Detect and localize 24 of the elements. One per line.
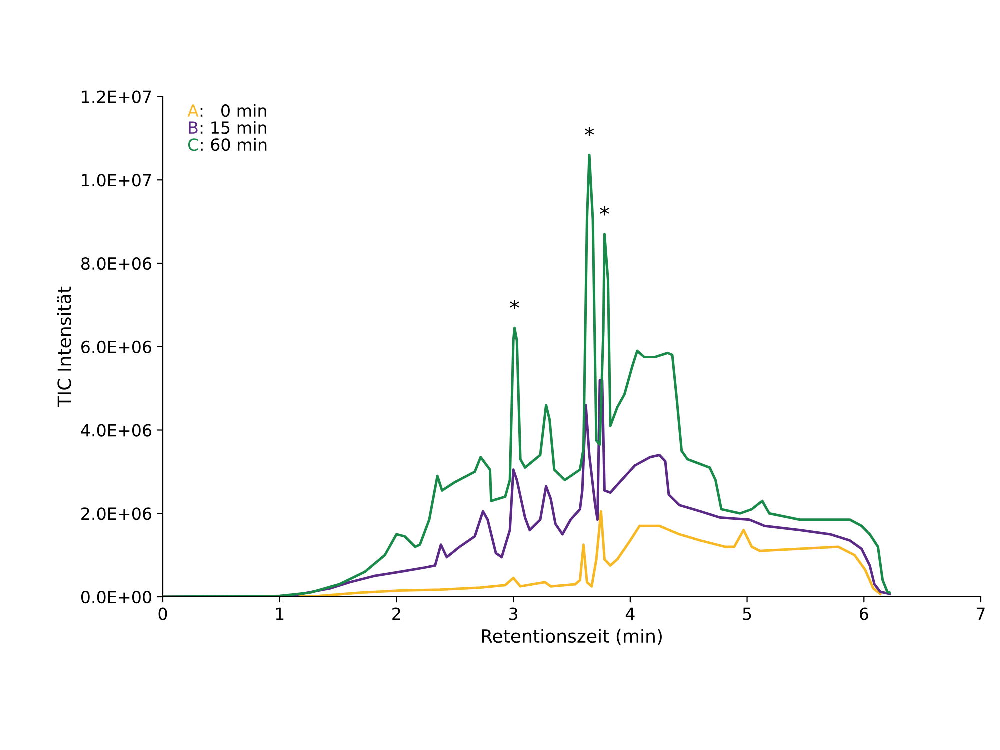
annotation: *: [510, 300, 520, 310]
x-tick-label: 6: [860, 608, 868, 620]
y-tick-label: 1.0E+07: [82, 174, 152, 187]
x-tick-label: 3: [510, 608, 518, 620]
y-tick-label: 0.0E+00: [81, 590, 152, 604]
y-tick-label: 1.2E+07: [82, 90, 152, 104]
text: C: 60 min: [188, 138, 267, 152]
line-series: [163, 154, 892, 597]
y-tick-label: 6.0E+06: [82, 340, 152, 354]
y-tick-label: 4.0E+06: [81, 424, 152, 437]
x-tick-label: 4: [626, 608, 635, 620]
y-tick-label: 8.0E+06: [82, 257, 152, 270]
x-tick-label: 7: [977, 608, 985, 620]
annotation: *: [584, 126, 594, 136]
y-axis-title: TIC Intensität: [57, 286, 72, 408]
x-axis-title: Retentionszeit (min): [482, 629, 662, 646]
x-tick-label: 1: [276, 608, 284, 620]
annotation: *: [600, 206, 610, 216]
y-tick-label: 2.0E+06: [82, 508, 152, 520]
x-tick-label: 0: [158, 608, 168, 620]
x-tick-label: 5: [743, 608, 752, 620]
text: A: 0 min: [188, 104, 266, 118]
x-tick-label: 2: [392, 608, 400, 620]
text: B: 15 min: [189, 121, 266, 134]
